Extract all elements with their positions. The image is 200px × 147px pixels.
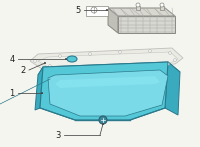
Circle shape — [160, 3, 164, 7]
Circle shape — [136, 3, 140, 7]
Circle shape — [89, 53, 91, 55]
Ellipse shape — [67, 56, 77, 62]
Circle shape — [102, 123, 104, 125]
Circle shape — [167, 63, 169, 65]
Bar — [160, 6, 164, 10]
Text: 2: 2 — [20, 66, 26, 75]
Circle shape — [49, 65, 51, 67]
Circle shape — [149, 50, 151, 52]
Circle shape — [41, 92, 43, 94]
Circle shape — [119, 51, 121, 53]
Circle shape — [99, 116, 107, 124]
Text: 5: 5 — [75, 5, 81, 15]
Circle shape — [34, 60, 36, 62]
Polygon shape — [108, 8, 118, 33]
Polygon shape — [38, 62, 180, 79]
Polygon shape — [108, 8, 175, 16]
Polygon shape — [40, 62, 168, 120]
Text: 4: 4 — [9, 55, 15, 64]
Circle shape — [139, 64, 141, 66]
Circle shape — [109, 65, 111, 67]
Bar — [86, 6, 108, 16]
Polygon shape — [48, 70, 168, 116]
Text: 3: 3 — [55, 131, 61, 140]
Polygon shape — [30, 48, 183, 69]
Circle shape — [44, 62, 46, 64]
Circle shape — [174, 59, 176, 61]
Polygon shape — [165, 62, 180, 115]
Bar — [136, 6, 140, 10]
Circle shape — [91, 7, 97, 13]
Polygon shape — [38, 52, 178, 67]
Text: 1: 1 — [9, 88, 15, 97]
Circle shape — [65, 58, 67, 60]
Circle shape — [59, 55, 61, 57]
Polygon shape — [118, 16, 175, 33]
Polygon shape — [55, 76, 160, 88]
Circle shape — [79, 66, 81, 68]
Circle shape — [169, 52, 171, 54]
Polygon shape — [35, 67, 43, 110]
Circle shape — [106, 9, 108, 11]
